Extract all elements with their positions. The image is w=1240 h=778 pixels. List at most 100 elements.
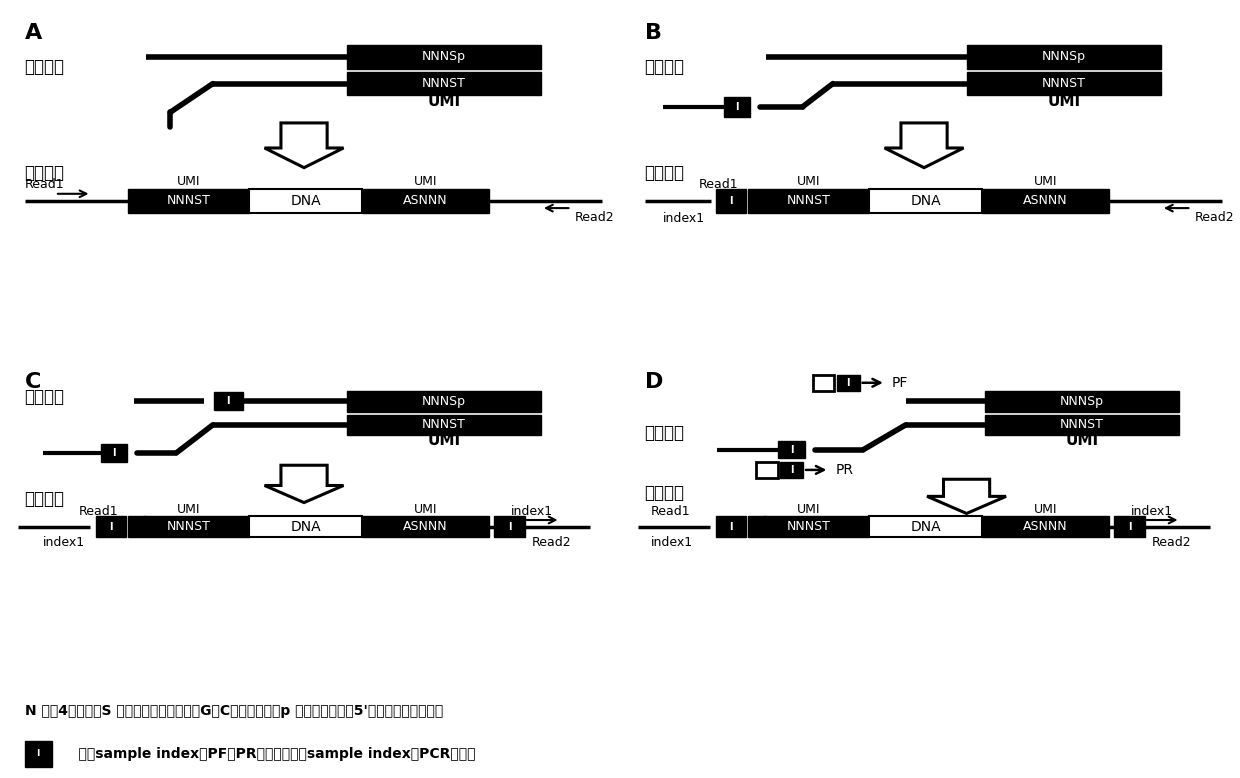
Polygon shape [884,123,963,168]
Bar [748,517,869,538]
Text: Read2: Read2 [1194,211,1234,223]
Text: I: I [227,397,229,406]
Text: NNNST: NNNST [422,77,466,90]
Text: 文库结构: 文库结构 [645,484,684,503]
Bar [869,189,982,213]
Polygon shape [264,465,343,503]
Bar [346,72,541,96]
Text: NNNST: NNNST [166,520,211,534]
Bar [813,375,835,391]
Text: 接头结构: 接头结构 [25,58,64,76]
Text: I: I [507,522,511,532]
Bar [779,441,805,458]
Text: I: I [790,445,794,454]
Bar [362,517,490,538]
Text: 代表sample index；PF和PR分别代表含有sample index的PCR引物。: 代表sample index；PF和PR分别代表含有sample index的P… [60,747,476,761]
Text: UMI: UMI [177,503,201,517]
Text: NNNSp: NNNSp [1042,51,1086,63]
Text: index1: index1 [511,505,553,518]
Text: UMI: UMI [1048,94,1080,109]
Text: UMI: UMI [797,503,821,517]
Text: DNA: DNA [290,520,321,534]
Text: I: I [847,378,849,387]
Text: Read2: Read2 [532,536,572,549]
Text: PR: PR [836,463,853,477]
Text: I: I [1127,522,1131,532]
Bar [346,391,541,412]
Bar [128,517,249,538]
Text: NNNST: NNNST [1060,419,1104,431]
Text: ASNNN: ASNNN [403,194,448,208]
Text: UMI: UMI [797,175,821,187]
Text: ASNNN: ASNNN [403,520,448,534]
Bar [346,415,541,435]
Bar [982,189,1110,213]
Bar [985,415,1179,435]
Text: DNA: DNA [290,194,321,208]
Text: I: I [36,749,40,759]
Text: UMI: UMI [428,94,460,109]
Polygon shape [264,123,343,168]
Text: I: I [729,522,733,532]
Text: ASNNN: ASNNN [1023,194,1068,208]
Text: NNNSp: NNNSp [422,51,466,63]
Text: DNA: DNA [910,194,941,208]
Bar [715,189,746,213]
Text: 接头结构: 接头结构 [645,423,684,442]
Bar [756,462,777,478]
Bar [128,189,249,213]
Text: I: I [790,465,794,475]
Text: UMI: UMI [1034,175,1058,187]
Bar [362,189,490,213]
Polygon shape [928,479,1006,513]
Bar [346,45,541,68]
Bar [100,444,128,461]
Text: I: I [735,102,739,112]
Bar [213,392,243,411]
Text: UMI: UMI [177,175,201,187]
Text: 接头结构: 接头结构 [645,58,684,76]
Text: 文库结构: 文库结构 [25,490,64,509]
Text: DNA: DNA [910,520,941,534]
Text: PF: PF [892,376,908,390]
Bar [985,391,1179,412]
Text: NNNST: NNNST [166,194,211,208]
Text: 接头结构: 接头结构 [25,387,64,406]
Bar [982,517,1110,538]
Text: index1: index1 [1131,505,1173,518]
Bar [249,517,362,538]
Text: I: I [109,522,113,532]
Text: B: B [645,23,662,43]
Text: Read1: Read1 [79,506,119,518]
Text: NNNST: NNNST [786,520,831,534]
Text: UMI: UMI [414,503,438,517]
Text: index1: index1 [662,212,704,226]
Text: A: A [25,23,42,43]
Bar [724,96,750,117]
Text: NNNST: NNNST [786,194,831,208]
Text: NNNSp: NNNSp [422,395,466,408]
Text: D: D [645,372,663,392]
Bar [748,189,869,213]
Text: Read1: Read1 [651,506,691,518]
Text: index1: index1 [42,536,84,549]
Text: UMI: UMI [428,433,460,448]
Text: Read2: Read2 [1152,536,1192,549]
Text: I: I [729,196,733,206]
Text: Read1: Read1 [25,178,64,191]
Bar [780,462,804,478]
Text: UMI: UMI [1065,433,1099,448]
Bar [715,517,746,538]
Bar [869,517,982,538]
Text: UMI: UMI [1034,503,1058,517]
Text: Read2: Read2 [574,211,614,223]
Bar [25,741,52,767]
Bar [967,45,1161,68]
Bar [495,517,525,538]
Text: NNNST: NNNST [1042,77,1086,90]
Bar [249,189,362,213]
Text: 文库结构: 文库结构 [25,164,64,182]
Text: NNNST: NNNST [422,419,466,431]
Bar [967,72,1161,96]
Bar [837,375,859,391]
